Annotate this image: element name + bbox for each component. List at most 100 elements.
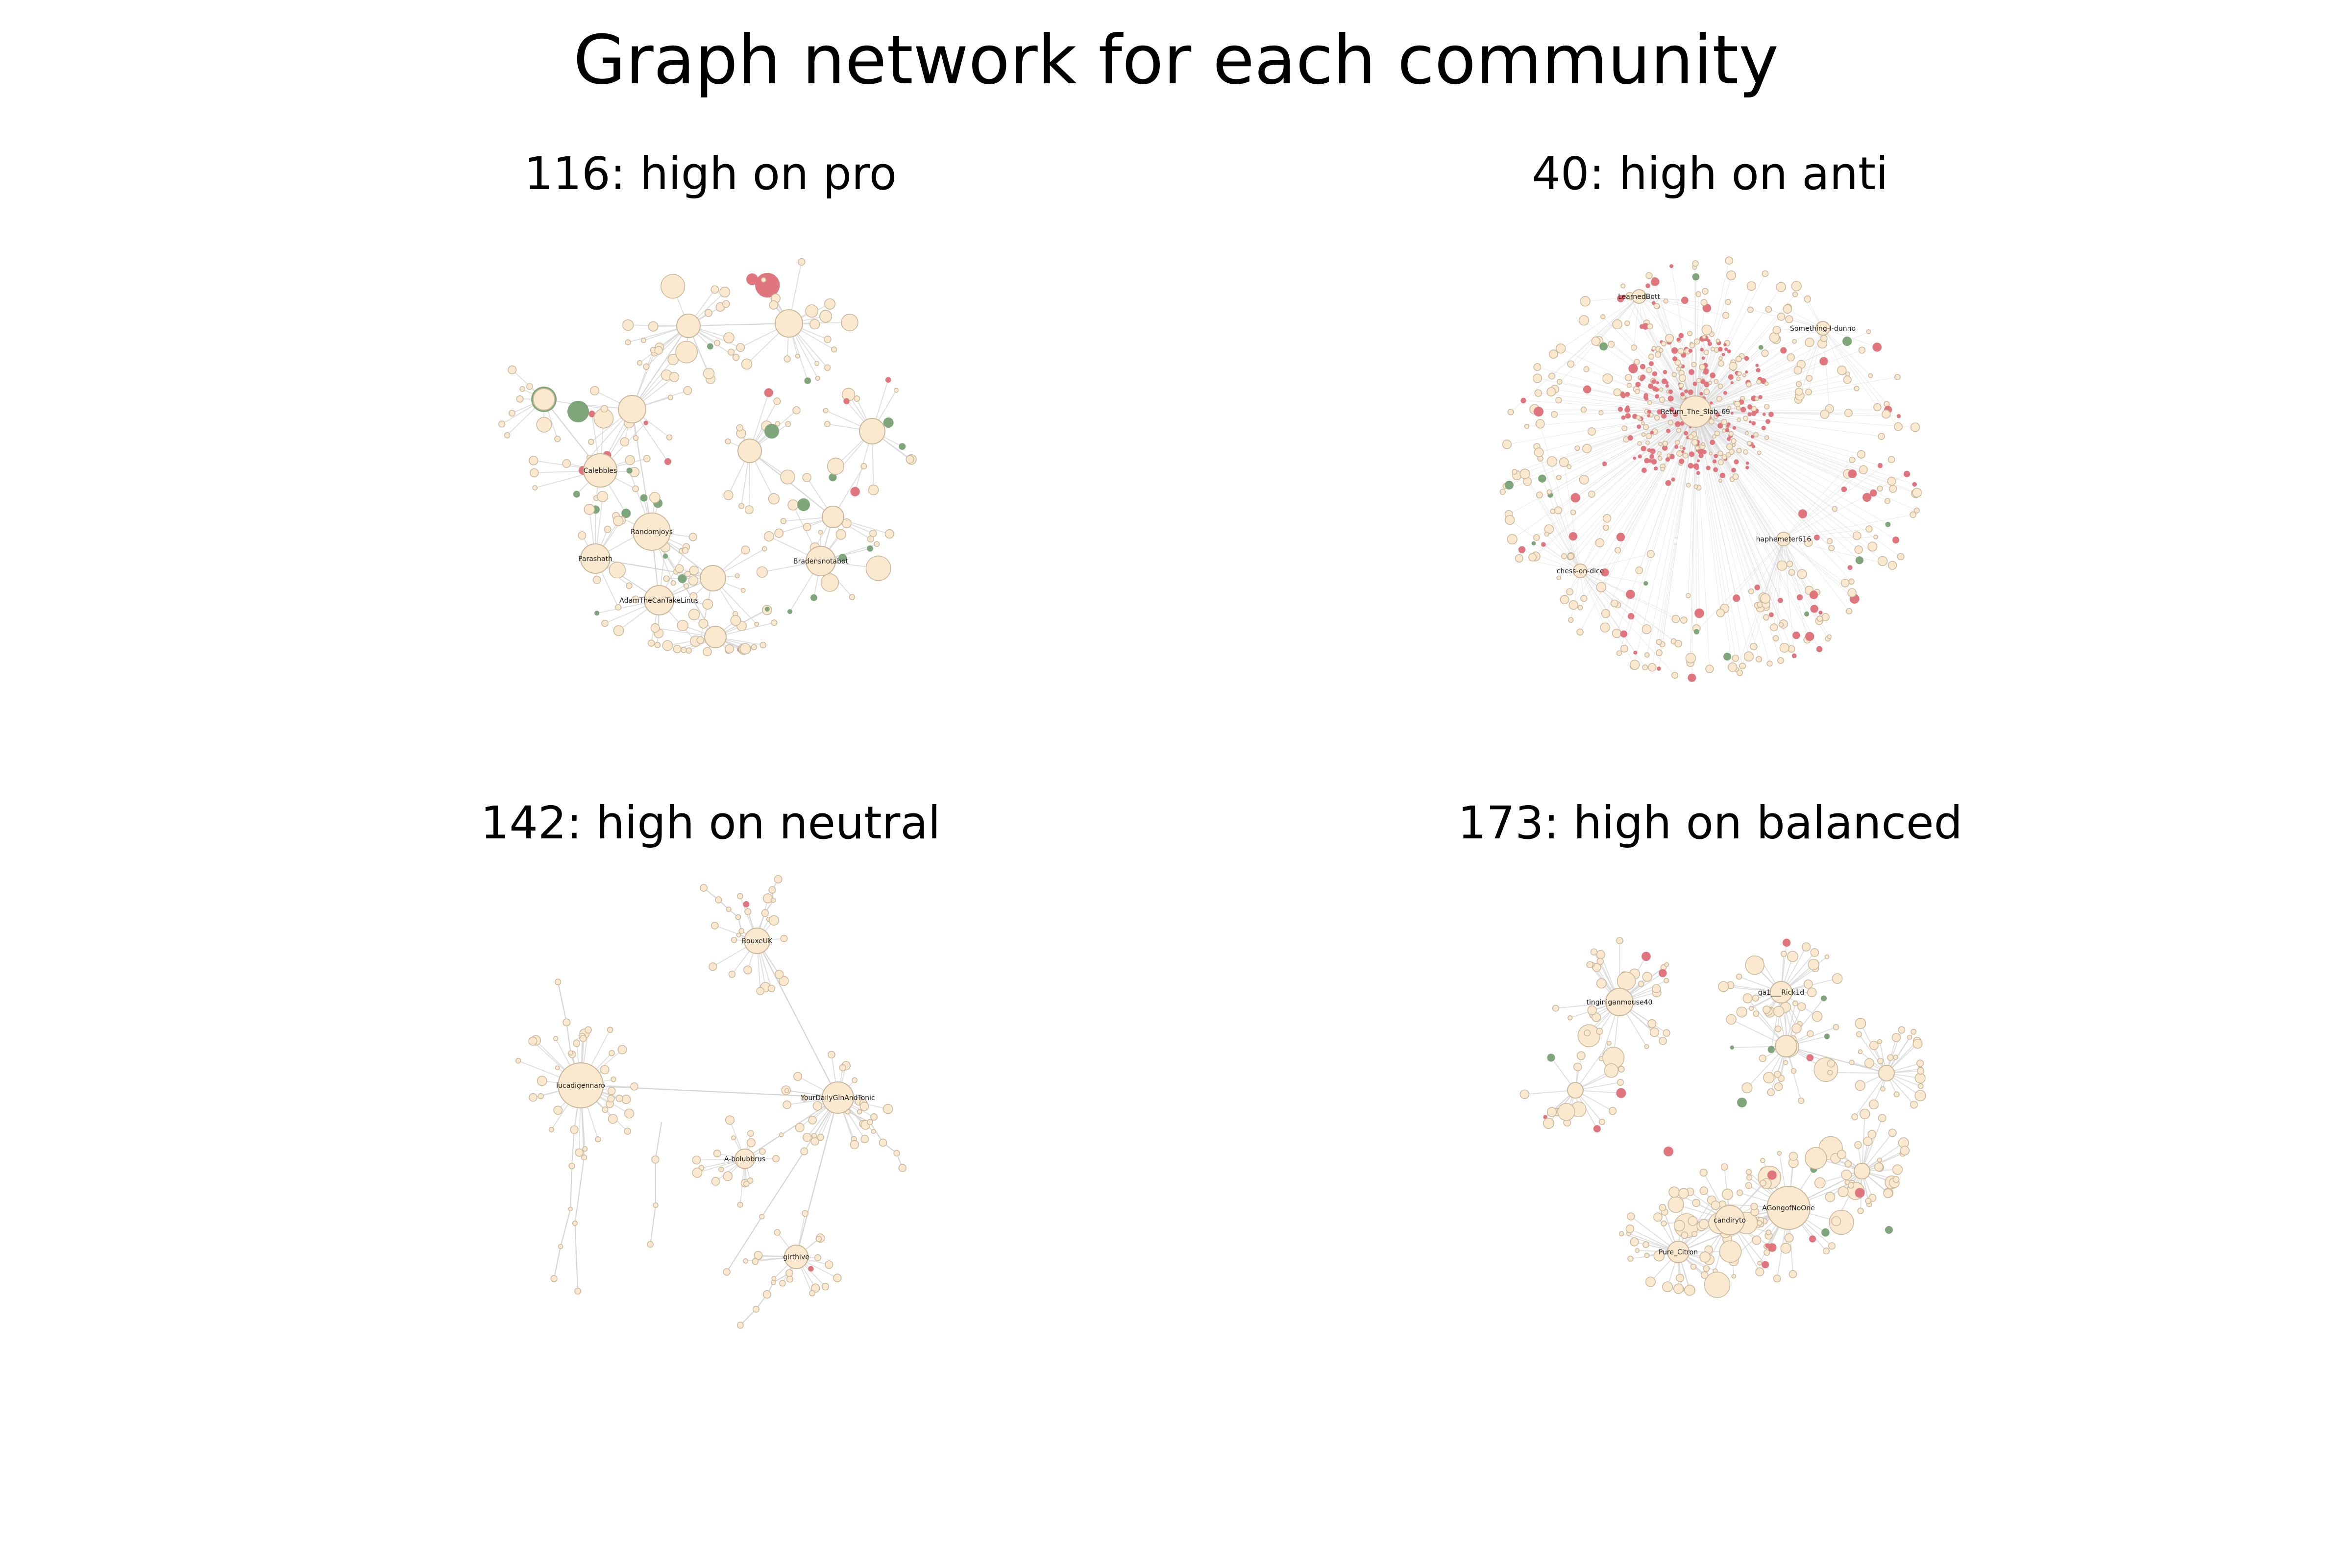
network-node bbox=[1849, 1059, 1855, 1065]
network-node bbox=[1592, 1012, 1601, 1022]
network-node bbox=[735, 573, 740, 579]
network-node bbox=[1888, 1128, 1897, 1137]
edge bbox=[1695, 411, 1874, 493]
edge bbox=[1695, 411, 1828, 639]
network-node bbox=[1743, 416, 1749, 421]
network-node bbox=[1624, 320, 1630, 326]
network-node bbox=[1596, 957, 1604, 965]
edge bbox=[1695, 411, 1850, 612]
network-node bbox=[1843, 375, 1852, 384]
network-node bbox=[779, 1280, 786, 1287]
network-node bbox=[1730, 381, 1734, 385]
network-node bbox=[689, 592, 698, 600]
network-node bbox=[625, 339, 631, 345]
network-node bbox=[1837, 365, 1847, 375]
network-node bbox=[1552, 1004, 1559, 1012]
network-node bbox=[1658, 441, 1663, 446]
network-node bbox=[1556, 379, 1563, 385]
network-node bbox=[1739, 662, 1746, 670]
network-node bbox=[1737, 669, 1743, 676]
network-node bbox=[1671, 614, 1680, 623]
network-node bbox=[899, 443, 906, 450]
network-node bbox=[1820, 409, 1830, 419]
edge bbox=[1783, 469, 1864, 539]
network-node bbox=[667, 394, 673, 400]
network-node bbox=[1816, 615, 1823, 622]
network-node bbox=[1842, 336, 1852, 346]
network-node bbox=[579, 1035, 587, 1042]
network-node bbox=[1661, 1220, 1667, 1226]
network-node bbox=[1721, 353, 1725, 356]
network-node bbox=[1695, 291, 1702, 297]
network-node bbox=[1847, 588, 1857, 598]
network-node bbox=[1732, 443, 1736, 447]
network-node bbox=[1917, 1083, 1924, 1089]
network-node bbox=[1678, 383, 1684, 389]
network-node bbox=[1635, 382, 1641, 387]
edge bbox=[1575, 411, 1696, 498]
network-node bbox=[1651, 459, 1657, 465]
edge bbox=[1695, 409, 1888, 412]
network-node bbox=[1583, 385, 1592, 393]
network-node bbox=[1872, 343, 1882, 352]
network-node bbox=[637, 360, 643, 366]
network-node bbox=[824, 298, 836, 310]
hub-node bbox=[806, 546, 836, 576]
network-node bbox=[1718, 981, 1729, 992]
network-node bbox=[1714, 454, 1718, 458]
network-node bbox=[1787, 951, 1798, 962]
network-node bbox=[1877, 1157, 1882, 1163]
network-node bbox=[1893, 1054, 1899, 1060]
network-node bbox=[528, 1036, 538, 1046]
edge bbox=[1690, 411, 1696, 659]
network-node bbox=[1910, 1101, 1918, 1109]
edge bbox=[1577, 411, 1696, 449]
network-node bbox=[1877, 463, 1883, 468]
network-node bbox=[1659, 387, 1664, 392]
network-node bbox=[1788, 569, 1795, 576]
network-node bbox=[860, 463, 867, 469]
network-node bbox=[1674, 640, 1682, 648]
network-node bbox=[1792, 292, 1798, 297]
network-node bbox=[653, 1202, 659, 1208]
network-node bbox=[728, 971, 736, 978]
network-node bbox=[1689, 343, 1695, 348]
network-node bbox=[1760, 1158, 1765, 1163]
network-node bbox=[1751, 421, 1756, 426]
network-node bbox=[1831, 1216, 1841, 1226]
network-node bbox=[1645, 1276, 1656, 1287]
network-node bbox=[1868, 373, 1873, 378]
network-node bbox=[1704, 381, 1710, 388]
network-node bbox=[703, 647, 712, 657]
network-node bbox=[1745, 1182, 1752, 1189]
network-node bbox=[1699, 392, 1703, 396]
network-node bbox=[1795, 388, 1803, 396]
network-node bbox=[820, 573, 839, 592]
network-node bbox=[607, 1027, 613, 1033]
network-node bbox=[677, 620, 688, 632]
network-node bbox=[1725, 428, 1730, 433]
network-node-pro bbox=[1885, 1226, 1893, 1234]
network-node bbox=[1853, 531, 1862, 540]
edge bbox=[1783, 539, 1807, 614]
network-node bbox=[1746, 1174, 1753, 1181]
network-node bbox=[600, 405, 608, 413]
network-node bbox=[1725, 452, 1731, 458]
network-node bbox=[1878, 433, 1885, 440]
network-node bbox=[1726, 1014, 1737, 1025]
network-node bbox=[1644, 1252, 1650, 1258]
network-node bbox=[1892, 1164, 1903, 1175]
edge bbox=[1695, 411, 1817, 538]
network-node bbox=[1559, 457, 1569, 467]
network-node bbox=[1680, 422, 1684, 426]
network-node bbox=[1744, 431, 1749, 436]
network-node bbox=[1869, 489, 1877, 497]
network-node bbox=[811, 1133, 817, 1139]
network-node bbox=[1757, 1220, 1763, 1226]
network-node bbox=[1633, 456, 1636, 460]
network-node bbox=[1591, 336, 1601, 346]
network-node bbox=[1855, 1188, 1865, 1198]
hub-node bbox=[744, 928, 770, 954]
network-node bbox=[774, 970, 784, 979]
